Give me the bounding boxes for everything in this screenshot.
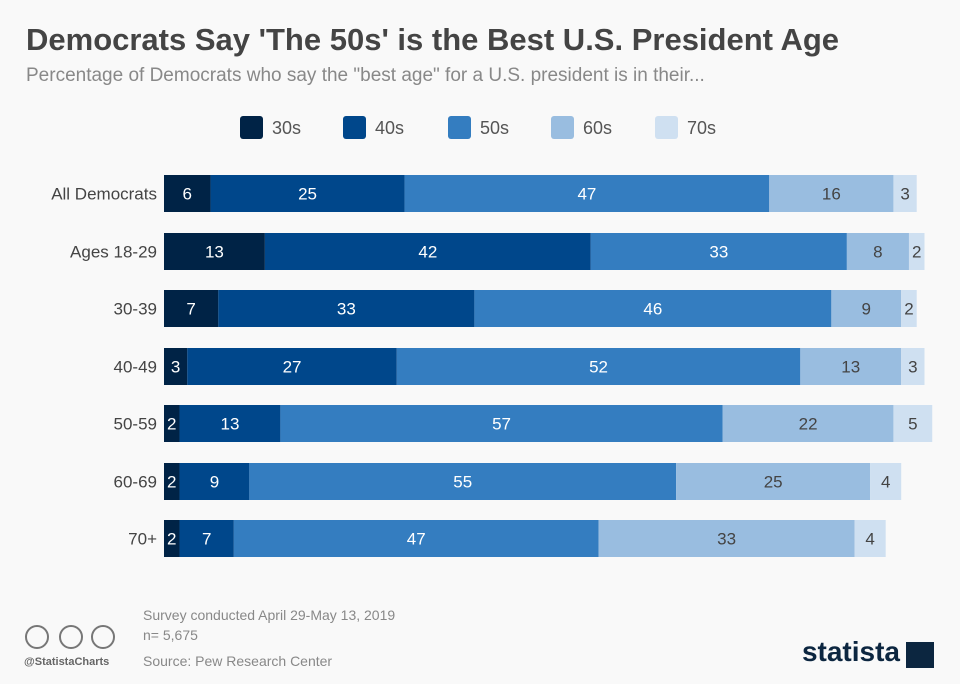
data-label: 8	[873, 243, 882, 262]
data-label: 22	[799, 415, 818, 434]
data-label: 33	[709, 243, 728, 262]
data-label: 57	[492, 415, 511, 434]
data-label: 5	[908, 415, 917, 434]
data-label: 13	[220, 415, 239, 434]
bar-segment-50s	[249, 463, 677, 500]
data-label: 13	[841, 358, 860, 377]
data-label: 25	[298, 185, 317, 204]
data-label: 3	[171, 358, 180, 377]
data-label: 33	[717, 530, 736, 549]
bar-segment-70s	[893, 175, 917, 212]
data-label: 47	[577, 185, 596, 204]
category-label: Ages 18-29	[70, 243, 157, 262]
legend-label-70s: 70s	[687, 118, 716, 138]
bar-segment-40s	[264, 233, 591, 270]
bar-segment-30s	[164, 233, 265, 270]
bar-segment-50s	[280, 405, 723, 442]
data-label: 16	[822, 185, 841, 204]
data-label: 46	[643, 300, 662, 319]
category-label: 40-49	[114, 358, 157, 377]
legend-label-60s: 60s	[583, 118, 612, 138]
data-label: 6	[183, 185, 192, 204]
sample-size: n= 5,675	[143, 627, 198, 643]
data-label: 2	[167, 530, 176, 549]
cc-icon	[25, 625, 49, 649]
bar-segment-50s	[404, 175, 770, 212]
bar-segment-70s	[893, 405, 933, 442]
data-label: 9	[862, 300, 871, 319]
bar-segment-60s	[846, 233, 909, 270]
bar-segment-60s	[800, 348, 902, 385]
category-label: 30-39	[114, 300, 157, 319]
bar-segment-60s	[598, 520, 855, 557]
data-label: 52	[589, 358, 608, 377]
bar-segment-30s	[164, 348, 188, 385]
data-label: 2	[912, 243, 921, 262]
legend-swatch-50s	[448, 116, 471, 139]
category-label: 50-59	[114, 415, 157, 434]
data-label: 4	[881, 473, 890, 492]
data-label: 25	[764, 473, 783, 492]
legend-swatch-60s	[551, 116, 574, 139]
bar-segment-30s	[164, 405, 180, 442]
category-label: 60-69	[114, 473, 157, 492]
bar-segment-60s	[831, 290, 902, 327]
data-label: 4	[865, 530, 874, 549]
bar-segment-40s	[218, 290, 475, 327]
data-label: 7	[202, 530, 211, 549]
data-label: 9	[210, 473, 219, 492]
bar-segment-70s	[854, 520, 886, 557]
bar-segment-60s	[676, 463, 871, 500]
attribution-icon	[59, 625, 83, 649]
chart-subtitle: Percentage of Democrats who say the "bes…	[26, 65, 705, 86]
bar-segment-30s	[164, 175, 211, 212]
data-label: 7	[186, 300, 195, 319]
bar-segment-50s	[233, 520, 599, 557]
data-label: 3	[900, 185, 909, 204]
bar-segment-70s	[908, 233, 925, 270]
legend-label-30s: 30s	[272, 118, 301, 138]
data-label: 47	[407, 530, 426, 549]
data-label: 2	[904, 300, 913, 319]
legend-swatch-40s	[343, 116, 366, 139]
legend-swatch-70s	[655, 116, 678, 139]
data-label: 42	[418, 243, 437, 262]
data-label: 55	[453, 473, 472, 492]
source: Source: Pew Research Center	[143, 653, 333, 669]
data-label: 33	[337, 300, 356, 319]
data-label: 27	[283, 358, 302, 377]
bar-segment-30s	[164, 520, 180, 557]
bar-segment-50s	[396, 348, 801, 385]
bar-segment-70s	[901, 290, 917, 327]
bar-segment-30s	[164, 290, 219, 327]
statista-logo-mark	[906, 642, 934, 668]
chart-title: Democrats Say 'The 50s' is the Best U.S.…	[26, 22, 840, 57]
bar-segment-40s	[179, 463, 250, 500]
statista-logo: statista	[801, 636, 900, 667]
category-label: All Democrats	[51, 185, 157, 204]
legend-label-50s: 50s	[480, 118, 509, 138]
data-label: 3	[908, 358, 917, 377]
bar-segment-40s	[187, 348, 397, 385]
bar-segment-60s	[722, 405, 894, 442]
bar-segment-70s	[901, 348, 925, 385]
bar-segment-40s	[210, 175, 405, 212]
no-derivatives-icon	[91, 625, 115, 649]
data-label: 2	[167, 415, 176, 434]
bar-segment-50s	[590, 233, 847, 270]
legend-swatch-30s	[240, 116, 263, 139]
legend-label-40s: 40s	[375, 118, 404, 138]
data-label: 13	[205, 243, 224, 262]
bar-segment-70s	[870, 463, 902, 500]
bar-segment-50s	[474, 290, 832, 327]
data-label: 2	[167, 473, 176, 492]
bar-segment-30s	[164, 463, 180, 500]
bar-segment-40s	[179, 405, 281, 442]
bar-segment-60s	[769, 175, 894, 212]
statista-handle: @StatistaCharts	[24, 656, 110, 668]
bar-segment-40s	[179, 520, 234, 557]
category-label: 70+	[128, 530, 157, 549]
survey-note: Survey conducted April 29-May 13, 2019	[143, 607, 396, 623]
